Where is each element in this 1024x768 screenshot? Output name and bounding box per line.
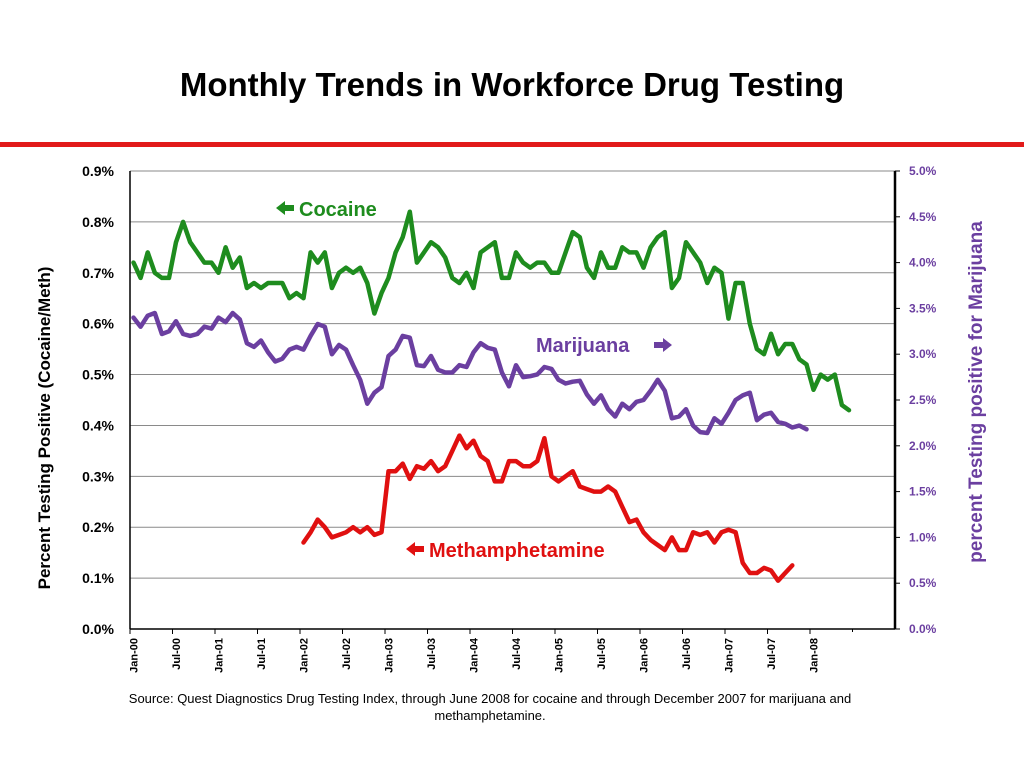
- y-tick-label-right: 1.0%: [909, 530, 937, 544]
- y-tick-label-left: 0.9%: [82, 163, 114, 179]
- x-tick-label: Jan-02: [299, 638, 311, 673]
- source-note: Source: Quest Diagnostics Drug Testing I…: [128, 691, 852, 723]
- y-tick-label-left: 0.1%: [82, 570, 114, 586]
- x-tick-label: Jan-06: [639, 638, 651, 673]
- y-tick-label-left: 0.4%: [82, 417, 114, 433]
- y-tick-label-left: 0.5%: [82, 367, 114, 383]
- x-tick-label: Jul-04: [511, 637, 523, 670]
- x-tick-label: Jul-07: [766, 638, 778, 670]
- y-tick-label-left: 0.8%: [82, 214, 114, 230]
- y-tick-label-right: 2.0%: [909, 439, 937, 453]
- y-tick-label-right: 0.5%: [909, 576, 937, 590]
- x-tick-label: Jan-04: [469, 637, 481, 673]
- methamphetamine-arrow-icon: [406, 542, 424, 556]
- x-tick-label: Jan-01: [214, 638, 226, 673]
- marijuana-arrow-icon: [654, 338, 672, 352]
- x-tick-label: Jan-08: [809, 638, 821, 673]
- y-tick-label-left: 0.0%: [82, 621, 114, 637]
- x-tick-label: Jul-03: [426, 638, 438, 670]
- axes: [129, 170, 900, 634]
- x-tick-label: Jan-05: [554, 638, 566, 673]
- y-tick-label-right: 1.5%: [909, 485, 937, 499]
- slide-title: Monthly Trends in Workforce Drug Testing: [179, 66, 845, 103]
- title-divider: [0, 142, 1024, 147]
- y-tick-label-right: 4.5%: [909, 210, 937, 224]
- x-tick-label: Jan-07: [724, 638, 736, 673]
- series-label-marijuana: Marijuana: [536, 335, 630, 357]
- x-tick-label: Jan-03: [384, 638, 396, 673]
- y-tick-label-right: 5.0%: [909, 164, 937, 178]
- y-tick-label-right: 2.5%: [909, 393, 937, 407]
- y-tick-label-right: 4.0%: [909, 256, 937, 270]
- series-line-methamphetamine: [301, 433, 795, 583]
- x-tick-label: Jul-00: [171, 638, 183, 670]
- series-label-cocaine: Cocaine: [299, 199, 377, 221]
- line-chart: 0.0% 0.1% 0.2% 0.3% 0.4% 0.5% 0.6% 0.7% 0.8% 0.9%…: [35, 163, 987, 673]
- cocaine-arrow-icon: [276, 201, 294, 215]
- y-axis-title-left: Percent Testing Positive (Cocaine/Meth): [35, 267, 54, 590]
- y-tick-label-left: 0.2%: [82, 519, 114, 535]
- x-tick-label: Jul-02: [341, 638, 353, 670]
- y-tick-label-right: 3.5%: [909, 301, 937, 315]
- x-tick-label: Jul-05: [596, 638, 608, 670]
- y-tick-label-left: 0.7%: [82, 265, 114, 281]
- x-tick-label: Jan-00: [129, 638, 141, 673]
- series-lines: [131, 209, 852, 583]
- y-tick-label-left: 0.6%: [82, 316, 114, 332]
- y-tick-label-right: 3.0%: [909, 347, 937, 361]
- series-labels: Cocaine Marijuana Methamphetamine: [276, 199, 672, 562]
- y-axis-title-right: percent Testing positive for Marijuana: [966, 221, 987, 563]
- y-tick-label-left: 0.3%: [82, 468, 114, 484]
- y-tick-label-right: 0.0%: [909, 622, 937, 636]
- series-line-cocaine: [131, 209, 852, 413]
- series-line-marijuana: [131, 310, 809, 436]
- series-label-methamphetamine: Methamphetamine: [429, 540, 605, 562]
- x-tick-label: Jul-06: [681, 638, 693, 670]
- x-tick-label: Jul-01: [256, 638, 268, 670]
- tick-labels: 0.0% 0.1% 0.2% 0.3% 0.4% 0.5% 0.6% 0.7% 0.8% 0.9%…: [82, 163, 937, 673]
